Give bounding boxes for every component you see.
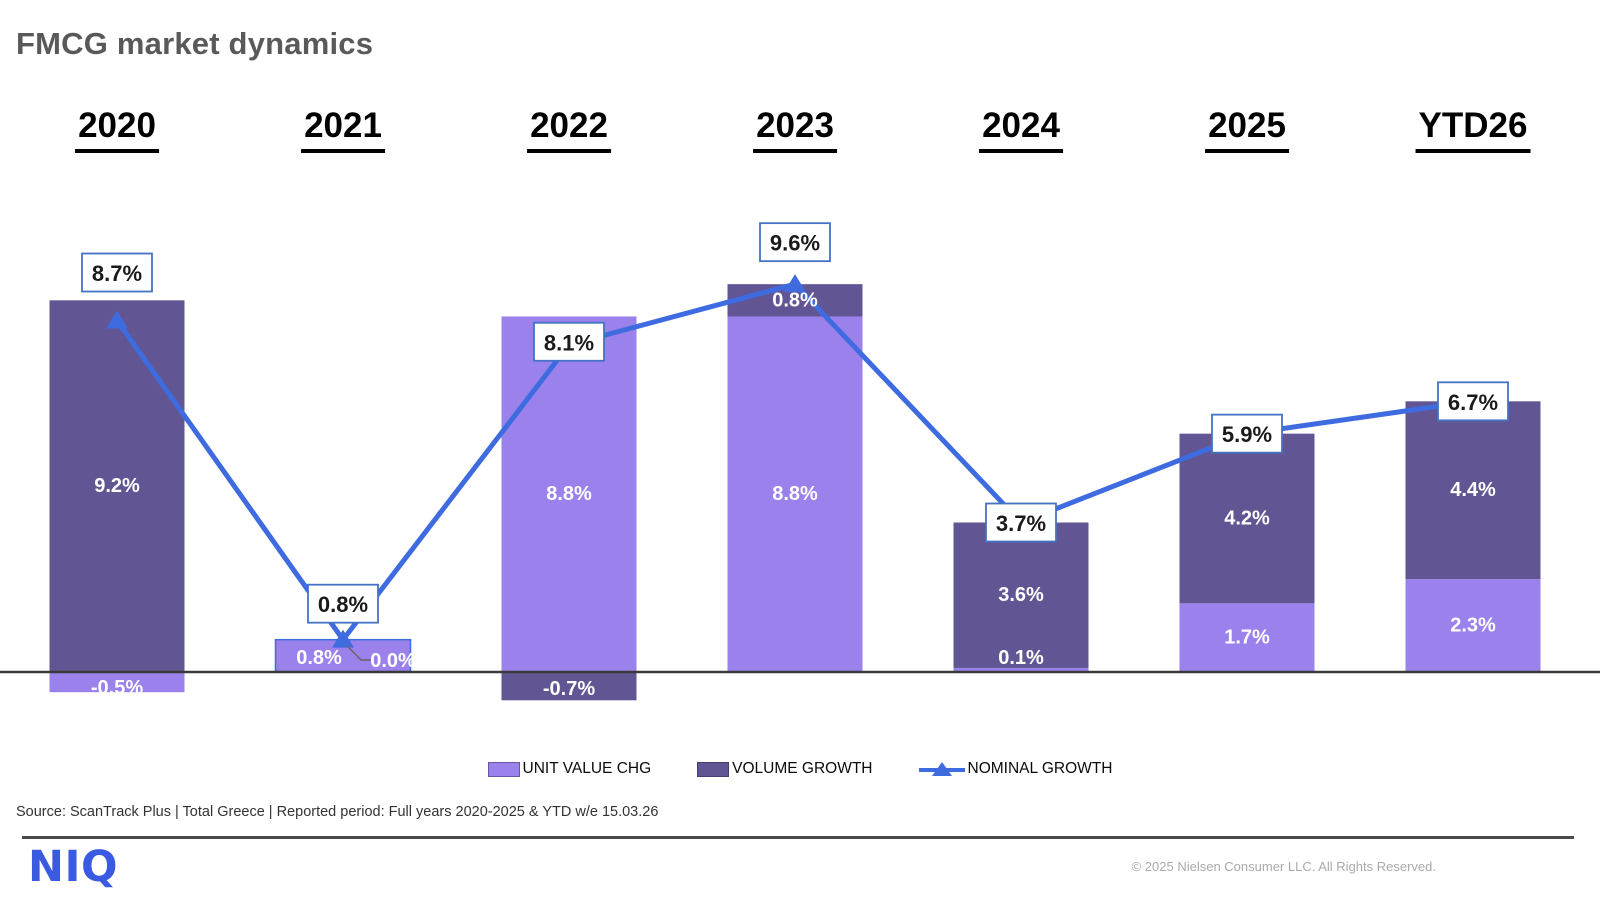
page-title: FMCG market dynamics [16,26,374,61]
bar-label-2022-unit: 8.8% [546,483,592,505]
bar-2024-unit-value-chg [953,667,1089,672]
nominal-growth-marker-2020 [106,310,128,329]
bar-label-2021-volume: 0.0% [370,650,416,672]
legend-item-nominal-growth: NOMINAL GROWTH [918,760,1113,778]
legend-swatch-volume-growth [697,761,730,777]
year-label-2023: 2023 [753,106,837,153]
bar-2020-unit-value-chg [49,672,185,693]
bar-2022-unit-value-chg [501,316,637,672]
bar-2024-volume-growth [953,522,1089,668]
nominal-label-box-2021 [307,583,379,624]
nominal-label-box-2020 [81,252,153,293]
nominal-label-2022: 8.1% [544,330,594,355]
bar-label-YTD26-volume: 4.4% [1450,479,1496,501]
year-label-2022: 2022 [527,106,611,153]
year-label-2024: 2024 [979,106,1063,153]
nominal-label-2020: 8.7% [92,261,142,286]
nominal-growth-marker-2023 [784,274,806,293]
legend-label-nominal-growth: NOMINAL GROWTH [967,760,1113,777]
year-label-2025: 2025 [1205,106,1289,153]
bar-label-2021-unit: 0.8% [296,647,342,669]
nominal-label-2023: 9.6% [770,231,820,256]
nominal-label-box-2024 [985,502,1057,543]
bar-label-YTD26-unit: 2.3% [1450,615,1496,637]
nominal-label-box-2025 [1211,413,1283,454]
nominal-label-2025: 5.9% [1222,422,1272,447]
bar-label-2023-volume: 0.8% [772,289,818,311]
niq-logo: NIQ [28,842,119,892]
bar-2022-volume-growth [501,672,637,701]
bar-label-2024-volume: 3.6% [998,584,1044,606]
legend-label-volume-growth: VOLUME GROWTH [732,760,873,777]
line-marker-icon [918,761,965,776]
footer-divider [22,836,1574,839]
source-note: Source: ScanTrack Plus | Total Greece | … [16,804,659,820]
legend-item-unit-value-chg: UNIT VALUE CHG [487,760,652,778]
year-label-2021: 2021 [301,106,385,153]
bar-label-2022-volume: -0.7% [543,678,595,700]
legend-item-volume-growth: VOLUME GROWTH [697,760,873,778]
bar-2023-unit-value-chg [727,316,863,672]
year-label-2020: 2020 [75,106,159,153]
nominal-label-YTD26: 6.7% [1448,390,1498,415]
fmcg-chart: -0.5% 9.2% 0.8% 0.0% 8.8% -0.7% 8.8% 0.8% 0.1% 3.… [0,222,1600,701]
callout-line-2021 [346,645,373,661]
bar-label-2025-unit: 1.7% [1224,627,1270,649]
bar-label-2020-volume: 9.2% [94,475,140,497]
nominal-label-box-2022 [533,321,605,362]
nominal-label-2024: 3.7% [996,511,1046,536]
bar-2020-volume-growth [49,300,185,672]
nominal-growth-marker-2021 [332,629,354,648]
bar-YTD26-unit-value-chg [1405,579,1541,672]
copyright-note: © 2025 Nielsen Consumer LLC. All Rights … [1131,859,1436,874]
nominal-label-box-2023 [759,222,831,263]
bar-YTD26-volume-growth [1405,401,1541,580]
bar-2025-volume-growth [1179,433,1315,604]
chart-legend: UNIT VALUE CHG VOLUME GROWTH NOMINAL GRO… [0,760,1600,778]
bar-label-2024-unit: 0.1% [998,647,1044,669]
bar-label-2023-unit: 8.8% [772,483,818,505]
bar-2025-unit-value-chg [1179,603,1315,672]
bar-label-2020-unit: -0.5% [91,677,143,699]
bar-label-2025-volume: 4.2% [1224,507,1270,529]
legend-label-unit-value-chg: UNIT VALUE CHG [522,760,652,777]
nominal-label-box-YTD26 [1437,381,1509,422]
legend-swatch-unit-value-chg [487,761,520,777]
year-label-YTD26: YTD26 [1415,106,1531,153]
nominal-label-2021: 0.8% [318,592,368,617]
